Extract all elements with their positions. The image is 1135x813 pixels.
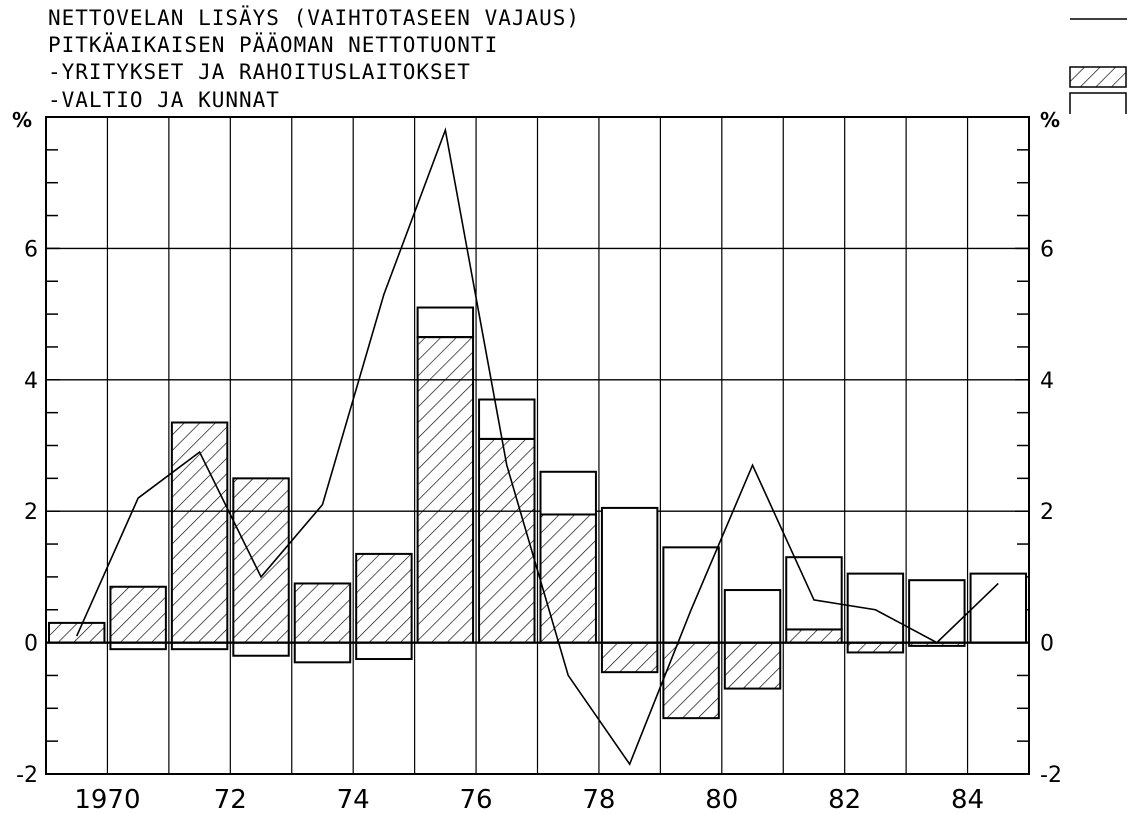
x-tick-label: 72 (214, 785, 247, 813)
y-tick-label-right: 4 (1040, 369, 1054, 394)
bar-government (785, 556, 843, 631)
bar-government (416, 306, 475, 339)
y-tick-label-left: 6 (24, 237, 38, 262)
x-tick-label: 76 (460, 785, 493, 813)
y-tick-label-left: 0 (24, 632, 38, 657)
series-line-net-debt (75, 127, 999, 766)
bar-government (355, 641, 413, 661)
x-tick-label: 84 (951, 785, 984, 813)
bar-companies (785, 628, 843, 644)
bar-companies (723, 641, 782, 690)
bar-companies (293, 582, 352, 644)
plot-frame (45, 116, 1030, 775)
y-tick-label-right: 2 (1040, 500, 1054, 525)
bar-companies (48, 621, 106, 644)
bar-companies (600, 641, 659, 674)
x-tick-label: 82 (828, 785, 861, 813)
y-tick-label-left: 2 (24, 500, 38, 525)
bar-companies (170, 421, 229, 644)
x-tick-label: 78 (582, 785, 615, 813)
y-unit-label-right: % (1040, 108, 1060, 132)
bar-government (478, 398, 536, 440)
bar-companies (539, 513, 597, 644)
legend-label-government: -VALTIO JA KUNNAT (48, 88, 280, 112)
bar-companies (416, 336, 475, 644)
bar-companies (232, 477, 290, 644)
bar-companies (355, 552, 413, 644)
bar-companies (662, 641, 720, 720)
x-tick-label: 80 (705, 785, 738, 813)
legend-label-long-term-capital: PITKÄAIKAISEN PÄÄOMAN NETTOTUONTI (48, 33, 499, 57)
legend-swatch-hatched (1069, 66, 1127, 88)
y-unit-label-left: % (12, 108, 32, 132)
y-tick-label-right: 6 (1040, 237, 1054, 262)
legend-swatch-open (1069, 92, 1127, 114)
legend-label-companies: -YRITYKSET JA RAHOITUSLAITOKSET (48, 60, 471, 84)
bar-government (600, 506, 659, 644)
bar-government (293, 641, 352, 664)
x-tick-label: 1970 (74, 785, 140, 813)
bar-companies (478, 437, 536, 644)
bar-government (846, 572, 905, 644)
legend-label-net-debt: NETTOVELAN LISÄYS (VAIHTOTASEEN VAJAUS) (48, 6, 581, 30)
y-tick-label-right: -2 (1040, 763, 1062, 788)
bar-government (908, 579, 966, 644)
bar-companies (846, 641, 905, 654)
x-tick-label: 74 (337, 785, 370, 813)
y-tick-label-left: -2 (16, 763, 38, 788)
bar-government (723, 589, 782, 644)
y-tick-label-right: 0 (1040, 632, 1054, 657)
bar-government (539, 470, 597, 516)
bar-government (232, 641, 290, 657)
bar-companies (109, 585, 167, 644)
bar-government (662, 546, 720, 644)
y-tick-label-left: 4 (24, 369, 38, 394)
